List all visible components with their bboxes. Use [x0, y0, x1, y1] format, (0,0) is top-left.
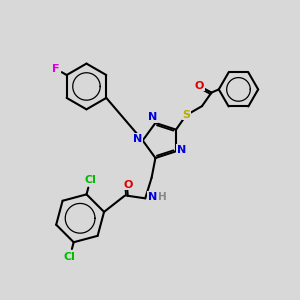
- Text: H: H: [158, 192, 167, 202]
- Text: O: O: [123, 180, 133, 190]
- Text: S: S: [183, 110, 191, 120]
- Text: N: N: [148, 112, 158, 122]
- Text: N: N: [177, 145, 186, 155]
- Text: F: F: [52, 64, 60, 74]
- Text: Cl: Cl: [85, 175, 96, 185]
- Text: N: N: [133, 134, 142, 144]
- Text: Cl: Cl: [64, 252, 76, 262]
- Text: O: O: [195, 81, 204, 91]
- Text: N: N: [148, 192, 157, 202]
